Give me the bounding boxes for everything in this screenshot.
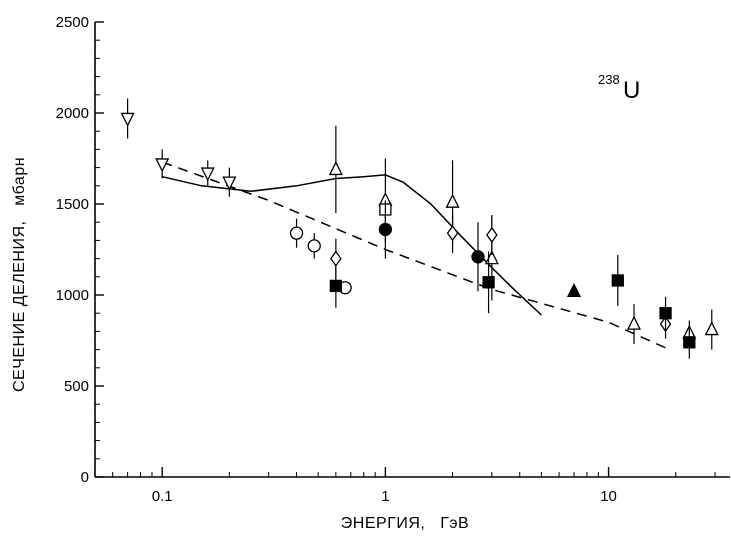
data-points bbox=[120, 98, 719, 359]
triangle-down-open-marker bbox=[200, 167, 215, 182]
x-tick-label: 0.1 bbox=[152, 488, 173, 505]
diamond-open-marker bbox=[486, 226, 498, 244]
triangle-up-filled-marker bbox=[566, 282, 582, 298]
triangle-up-open-marker bbox=[704, 321, 719, 336]
y-tick-label: 500 bbox=[64, 378, 89, 395]
circle-open-marker bbox=[289, 226, 304, 240]
square-filled-marker bbox=[329, 279, 343, 293]
diamond-open-marker bbox=[446, 225, 459, 242]
y-tick-label: 0 bbox=[81, 469, 89, 486]
y-tick-label: 1500 bbox=[56, 196, 89, 213]
y-tick-label: 2000 bbox=[56, 105, 89, 122]
solid-model-curve bbox=[162, 174, 542, 316]
y-axis-title: СЕЧЕНИЕ ДЕЛЕНИЯ, мбарн bbox=[11, 157, 28, 392]
triangle-up-open-marker bbox=[445, 193, 460, 208]
x-axis-title: ЭНЕРГИЯ, ГэВ bbox=[341, 515, 469, 532]
square-filled-marker bbox=[659, 307, 672, 320]
x-tick-label: 1 bbox=[381, 488, 389, 505]
dashed-model-curve bbox=[161, 161, 666, 349]
plot-frame bbox=[94, 22, 730, 478]
circle-filled-marker bbox=[471, 250, 485, 264]
isotope-symbol: U bbox=[623, 77, 640, 104]
y-tick-label: 1000 bbox=[56, 287, 89, 304]
x-tick-label: 10 bbox=[600, 488, 617, 505]
diamond-open-marker bbox=[330, 250, 342, 267]
triangle-up-open-marker bbox=[626, 315, 642, 330]
y-tick-label: 2500 bbox=[56, 14, 89, 31]
square-filled-marker bbox=[611, 274, 624, 287]
square-filled-marker bbox=[482, 276, 495, 289]
circle-filled-marker bbox=[378, 222, 393, 237]
axis-ticks: 0 500 1000 1500 2000 2500 0.1 1 10 bbox=[56, 14, 716, 505]
model-curves bbox=[161, 161, 666, 349]
triangle-down-open-marker bbox=[222, 176, 237, 191]
square-filled-marker bbox=[683, 336, 696, 349]
triangle-down-open-marker bbox=[155, 158, 170, 173]
isotope-label: 238 U bbox=[598, 72, 640, 104]
circle-open-marker bbox=[307, 239, 321, 253]
triangle-up-open-marker bbox=[328, 160, 343, 176]
triangle-down-open-marker bbox=[120, 112, 135, 127]
isotope-mass-number: 238 bbox=[598, 72, 620, 87]
